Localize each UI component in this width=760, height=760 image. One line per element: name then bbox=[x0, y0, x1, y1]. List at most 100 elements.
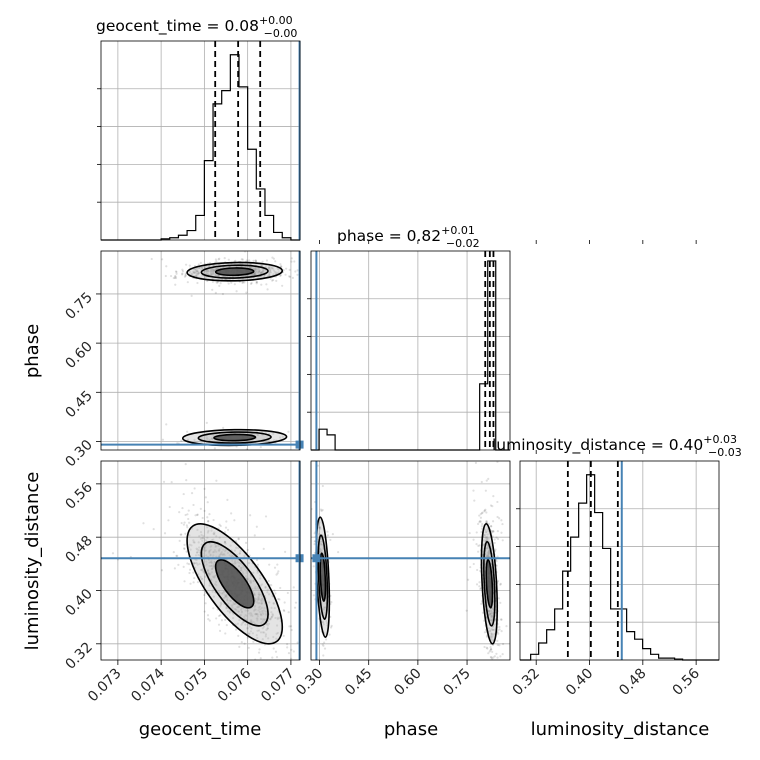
scatter-point bbox=[237, 538, 240, 541]
scatter-point bbox=[203, 487, 206, 491]
scatter-point bbox=[272, 257, 276, 260]
scatter-point bbox=[162, 480, 166, 483]
scatter-point bbox=[271, 267, 274, 270]
scatter-point bbox=[489, 655, 492, 659]
scatter-point bbox=[259, 657, 262, 660]
scatter-point bbox=[267, 593, 271, 596]
scatter-point bbox=[207, 569, 210, 572]
scatter-point bbox=[209, 264, 212, 267]
scatter-point bbox=[179, 533, 182, 536]
scatter-point bbox=[487, 553, 490, 556]
scatter-point bbox=[259, 272, 263, 275]
scatter-point bbox=[467, 578, 470, 581]
scatter-point bbox=[493, 655, 496, 658]
scatter-point bbox=[253, 592, 256, 595]
scatter-point bbox=[260, 271, 263, 274]
scatter-point bbox=[278, 598, 281, 601]
scatter-point bbox=[277, 597, 280, 601]
scatter-point bbox=[491, 633, 494, 636]
scatter-point bbox=[181, 272, 184, 275]
scatter-point bbox=[235, 609, 238, 612]
scatter-point bbox=[211, 437, 214, 440]
scatter-point bbox=[215, 584, 218, 587]
scatter-point bbox=[250, 281, 253, 285]
scatter-point bbox=[203, 547, 206, 550]
scatter-point bbox=[475, 583, 479, 586]
scatter-point bbox=[284, 273, 287, 276]
scatter-point bbox=[223, 550, 227, 553]
scatter-point bbox=[319, 548, 322, 551]
scatter-point bbox=[325, 621, 329, 625]
scatter-point bbox=[260, 283, 263, 286]
scatter-point bbox=[486, 555, 489, 558]
scatter-point bbox=[240, 258, 243, 261]
scatter-point bbox=[269, 268, 272, 271]
scatter-point bbox=[214, 574, 217, 577]
scatter-point bbox=[208, 561, 211, 564]
scatter-point bbox=[257, 609, 260, 612]
scatter-point bbox=[322, 621, 325, 624]
scatter-point bbox=[260, 598, 263, 601]
scatter-point bbox=[258, 271, 261, 274]
scatter-point bbox=[223, 541, 226, 544]
scatter-point bbox=[495, 652, 498, 655]
scatter-point bbox=[218, 523, 221, 526]
scatter-point bbox=[268, 563, 271, 566]
scatter-point bbox=[267, 637, 270, 640]
scatter-point bbox=[211, 267, 214, 270]
scatter-point bbox=[248, 580, 251, 583]
scatter-point bbox=[258, 269, 261, 272]
scatter-point bbox=[272, 647, 275, 650]
scatter-point bbox=[208, 438, 212, 442]
scatter-point bbox=[288, 268, 291, 271]
scatter-point bbox=[264, 515, 268, 518]
truth-marker bbox=[295, 554, 304, 563]
scatter-point bbox=[283, 601, 286, 604]
scatter-point bbox=[249, 263, 252, 266]
scatter-point bbox=[212, 270, 216, 273]
scatter-point bbox=[246, 636, 249, 639]
scatter-point bbox=[272, 602, 275, 605]
scatter-point bbox=[269, 266, 272, 269]
scatter-point bbox=[259, 608, 262, 611]
scatter-point bbox=[245, 259, 248, 262]
scatter-point bbox=[312, 594, 315, 597]
scatter-point bbox=[241, 258, 244, 261]
scatter-point bbox=[230, 604, 233, 607]
scatter-point bbox=[490, 632, 493, 635]
scatter-point bbox=[499, 583, 502, 586]
scatter-point bbox=[172, 551, 175, 554]
scatter-point bbox=[254, 268, 257, 272]
scatter-point bbox=[267, 266, 270, 269]
scatter-point bbox=[322, 644, 325, 647]
scatter-point bbox=[217, 266, 220, 269]
scatter-point bbox=[329, 538, 332, 542]
scatter-point bbox=[468, 532, 471, 535]
scatter-point bbox=[255, 601, 259, 604]
scatter-point bbox=[265, 259, 269, 262]
scatter-point bbox=[275, 573, 278, 576]
scatter-point bbox=[489, 504, 493, 507]
scatter-point bbox=[484, 536, 487, 539]
scatter-point bbox=[256, 629, 259, 632]
scatter-point bbox=[229, 599, 233, 603]
scatter-point bbox=[490, 633, 493, 636]
scatter-point bbox=[244, 541, 248, 544]
scatter-point bbox=[483, 509, 486, 512]
scatter-point bbox=[219, 553, 222, 556]
scatter-point bbox=[279, 263, 282, 266]
scatter-point bbox=[256, 613, 259, 616]
scatter-point bbox=[192, 270, 195, 273]
scatter-point bbox=[210, 561, 213, 565]
scatter-point bbox=[330, 600, 333, 604]
scatter-point bbox=[285, 267, 288, 270]
scatter-point bbox=[501, 642, 505, 646]
scatter-point bbox=[193, 271, 196, 274]
scatter-point bbox=[296, 641, 299, 644]
scatter-point bbox=[243, 642, 246, 645]
title-geocent-time: geocent_time = 0.08+0.00 −0.00 bbox=[96, 14, 297, 40]
scatter-point bbox=[190, 544, 193, 547]
scatter-point bbox=[254, 270, 257, 273]
scatter-point bbox=[257, 597, 261, 600]
scatter-point bbox=[257, 595, 261, 598]
